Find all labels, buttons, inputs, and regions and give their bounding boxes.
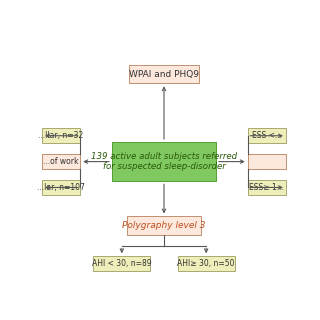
FancyBboxPatch shape — [129, 65, 199, 84]
FancyBboxPatch shape — [178, 256, 235, 271]
Text: ESS≥ 1...: ESS≥ 1... — [250, 183, 284, 192]
FancyBboxPatch shape — [248, 180, 286, 195]
FancyBboxPatch shape — [93, 256, 150, 271]
FancyBboxPatch shape — [42, 180, 80, 195]
Text: AHI≥ 30, n=50: AHI≥ 30, n=50 — [177, 259, 235, 268]
Text: WPAI and PHQ9: WPAI and PHQ9 — [129, 70, 199, 79]
FancyBboxPatch shape — [248, 128, 286, 143]
Text: ESS <...: ESS <... — [252, 131, 282, 140]
Text: ...llar, n=32: ...llar, n=32 — [38, 131, 84, 140]
Text: 139 active adult subjects referred
for suspected sleep-disorder: 139 active adult subjects referred for s… — [91, 152, 237, 171]
FancyBboxPatch shape — [42, 128, 80, 143]
Text: ...of work: ...of work — [43, 157, 79, 166]
FancyBboxPatch shape — [127, 216, 201, 235]
FancyBboxPatch shape — [42, 154, 80, 169]
FancyBboxPatch shape — [112, 142, 216, 181]
Text: AHI < 30, n=89: AHI < 30, n=89 — [92, 259, 152, 268]
FancyBboxPatch shape — [248, 154, 286, 169]
Text: ...lar, n=107: ...lar, n=107 — [37, 183, 85, 192]
Text: Polygraphy level 3: Polygraphy level 3 — [122, 221, 206, 230]
